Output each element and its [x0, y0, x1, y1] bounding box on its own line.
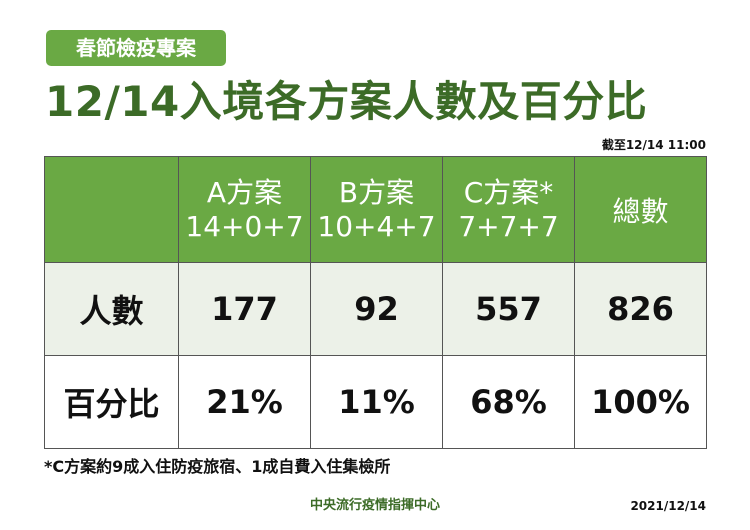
cell-value: 177	[178, 262, 311, 356]
column-name: C方案*	[463, 175, 554, 209]
table-row-count: 人數 177 92 557 826	[44, 262, 707, 356]
cell-value: 11%	[310, 355, 443, 449]
category-tag: 春節檢疫專案	[46, 30, 226, 66]
page-title: 12/14入境各方案人數及百分比	[45, 77, 648, 126]
header-corner	[44, 156, 179, 263]
cell-value: 21%	[178, 355, 311, 449]
column-header-plan-a: A方案 14+0+7	[178, 156, 311, 263]
cell-value: 100%	[574, 355, 707, 449]
row-label: 人數	[44, 262, 179, 356]
footnote: *C方案約9成入住防疫旅宿、1成自費入住集檢所	[44, 457, 391, 476]
table-row-percentage: 百分比 21% 11% 68% 100%	[44, 355, 707, 449]
cell-value: 92	[310, 262, 443, 356]
cell-value: 826	[574, 262, 707, 356]
column-header-plan-b: B方案 10+4+7	[310, 156, 443, 263]
quarantine-plan-table: A方案 14+0+7 B方案 10+4+7 C方案* 7+7+7 總數 人數 1…	[44, 156, 707, 449]
cell-value: 557	[442, 262, 575, 356]
column-detail: 10+4+7	[317, 209, 436, 243]
publish-date: 2021/12/14	[630, 499, 706, 513]
column-detail: 14+0+7	[185, 209, 304, 243]
column-header-plan-c: C方案* 7+7+7	[442, 156, 575, 263]
column-name: 總數	[612, 194, 669, 228]
table-header-row: A方案 14+0+7 B方案 10+4+7 C方案* 7+7+7 總數	[44, 156, 707, 263]
column-name: B方案	[338, 175, 415, 209]
cell-value: 68%	[442, 355, 575, 449]
row-label: 百分比	[44, 355, 179, 449]
column-detail: 7+7+7	[458, 209, 559, 243]
column-header-total: 總數	[574, 156, 707, 263]
organization-name: 中央流行疫情指揮中心	[309, 498, 440, 513]
column-name: A方案	[206, 175, 283, 209]
as-of-timestamp: 截至12/14 11:00	[601, 138, 706, 152]
